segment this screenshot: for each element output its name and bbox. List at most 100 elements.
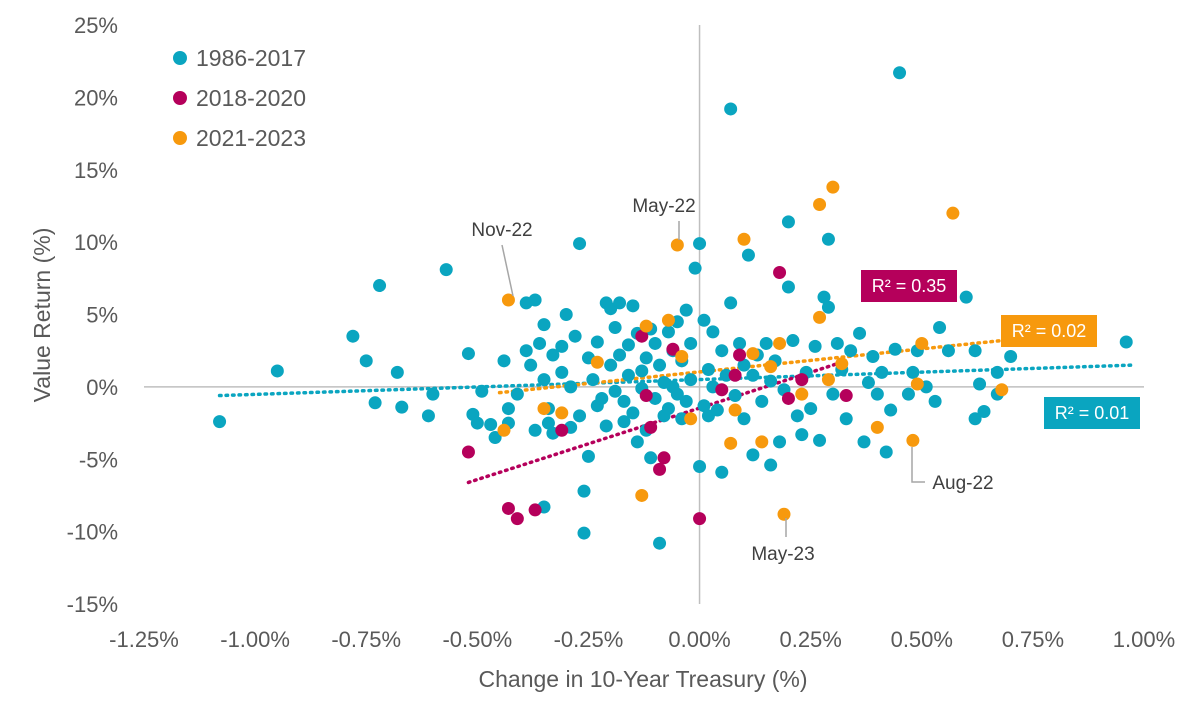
data-point — [844, 344, 858, 358]
data-point — [835, 357, 849, 371]
data-point — [853, 326, 867, 340]
data-point — [555, 365, 569, 379]
y-tick-label: 15% — [74, 158, 118, 183]
data-point — [635, 329, 649, 343]
data-point — [715, 383, 729, 397]
data-point — [573, 237, 587, 251]
data-point — [617, 394, 631, 408]
data-point — [657, 451, 671, 465]
data-point — [528, 293, 542, 307]
data-point — [639, 319, 653, 333]
data-point — [813, 310, 827, 324]
annotation-label: Aug-22 — [932, 473, 993, 494]
data-point — [959, 290, 973, 304]
data-point — [795, 428, 809, 442]
y-axis-title: Value Return (%) — [29, 228, 55, 403]
data-point — [826, 387, 840, 401]
data-point — [973, 377, 987, 391]
y-tick-label: 25% — [74, 13, 118, 38]
legend-label: 2018-2020 — [196, 85, 306, 111]
legend-marker — [173, 131, 187, 145]
annotation-leader — [911, 447, 925, 483]
y-tick-labels: -15% -10% -5% 0% 5% 10% 15% 20% 25% — [67, 13, 118, 617]
data-point — [764, 360, 778, 374]
r2-badge — [861, 270, 957, 302]
data-point — [946, 206, 960, 220]
y-tick-label: -15% — [67, 592, 118, 617]
data-point — [795, 387, 809, 401]
data-point — [648, 336, 662, 350]
data-point — [537, 373, 551, 387]
data-point — [724, 102, 738, 116]
data-point — [613, 348, 627, 362]
data-point — [977, 404, 991, 418]
x-tick-label: 1.00% — [1113, 627, 1175, 652]
r2-label: R² = 0.35 — [872, 276, 947, 296]
data-point — [724, 436, 738, 450]
data-point — [595, 391, 609, 405]
trend-line — [217, 363, 1133, 398]
data-point — [995, 383, 1009, 397]
annotation-label: May-22 — [632, 196, 695, 217]
data-point — [426, 387, 440, 401]
data-point — [786, 334, 800, 348]
data-point — [781, 280, 795, 294]
x-axis-title: Change in 10-Year Treasury (%) — [479, 666, 808, 692]
data-point — [546, 348, 560, 362]
data-point — [653, 536, 667, 550]
data-point — [813, 433, 827, 447]
data-point — [604, 358, 618, 372]
data-point — [906, 365, 920, 379]
data-point — [870, 420, 884, 434]
data-point — [510, 387, 524, 401]
data-point — [866, 349, 880, 363]
data-point — [777, 507, 791, 521]
y-tick-label: 10% — [74, 230, 118, 255]
data-point — [875, 365, 889, 379]
data-point — [679, 303, 693, 317]
data-point — [839, 412, 853, 426]
data-point — [653, 358, 667, 372]
data-point — [773, 435, 787, 449]
data-point — [644, 451, 658, 465]
data-point — [639, 389, 653, 403]
data-point — [537, 402, 551, 416]
r2-label: R² = 0.01 — [1055, 403, 1130, 423]
data-point — [608, 321, 622, 335]
data-point — [773, 266, 787, 280]
data-point — [635, 364, 649, 378]
data-point — [617, 415, 631, 429]
data-point — [688, 261, 702, 275]
data-point — [781, 391, 795, 405]
data-point — [764, 458, 778, 472]
data-point — [675, 412, 689, 426]
r2-badge — [1044, 397, 1140, 429]
data-point — [728, 389, 742, 403]
data-point — [675, 349, 689, 363]
annotation-label: May-23 — [751, 544, 814, 565]
data-point — [608, 384, 622, 398]
data-point — [719, 368, 733, 382]
data-point — [635, 488, 649, 502]
data-point — [781, 215, 795, 229]
data-point — [795, 373, 809, 387]
data-point — [470, 416, 484, 430]
y-tick-label: 20% — [74, 85, 118, 110]
y-tick-label: 5% — [86, 303, 118, 328]
data-point — [639, 351, 653, 365]
data-point — [528, 503, 542, 517]
data-point — [630, 435, 644, 449]
data-point — [501, 501, 515, 515]
data-point — [728, 403, 742, 417]
data-point — [746, 368, 760, 382]
x-tick-label: -1.00% — [220, 627, 290, 652]
data-point — [559, 308, 573, 321]
data-point — [497, 354, 511, 368]
data-point — [564, 380, 578, 394]
data-point — [533, 336, 547, 350]
data-point — [599, 419, 613, 433]
data-point — [910, 377, 924, 391]
data-point — [728, 368, 742, 382]
data-point — [821, 373, 835, 387]
